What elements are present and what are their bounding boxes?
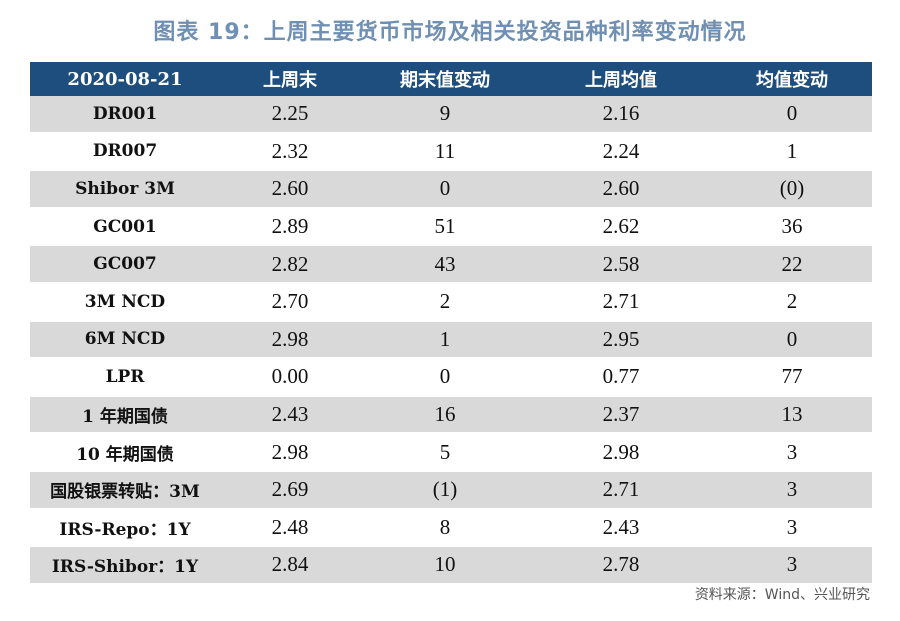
table-row: GC001 2.89 51 2.62 36 — [30, 206, 872, 246]
row-instrument: 3M NCD — [30, 281, 220, 321]
cell-average-change: 3 — [712, 469, 872, 509]
cell-average-change: 22 — [712, 244, 872, 283]
cell-average-change: 36 — [712, 206, 872, 246]
row-instrument: LPR — [30, 357, 220, 396]
cell-last-week-average: 2.98 — [530, 432, 712, 471]
cell-average-change: 2 — [712, 281, 872, 321]
table-row: 1 年期国债 2.43 16 2.37 13 — [30, 394, 872, 434]
table-row: 10 年期国债 2.98 5 2.98 3 — [30, 432, 872, 471]
table-row: 6M NCD 2.98 1 2.95 0 — [30, 319, 872, 359]
cell-last-week-end: 2.82 — [220, 244, 360, 283]
cell-last-week-average: 0.77 — [530, 357, 712, 396]
cell-end-value-change: 0 — [360, 169, 530, 208]
cell-last-week-end: 2.32 — [220, 131, 360, 171]
cell-end-value-change: 9 — [360, 96, 530, 133]
row-instrument: GC001 — [30, 206, 220, 246]
cell-last-week-end: 2.69 — [220, 469, 360, 509]
cell-last-week-average: 2.58 — [530, 244, 712, 283]
cell-last-week-average: 2.60 — [530, 169, 712, 208]
cell-end-value-change: 1 — [360, 319, 530, 359]
cell-last-week-end: 2.43 — [220, 394, 360, 434]
table-row: IRS-Repo：1Y 2.48 8 2.43 3 — [30, 507, 872, 547]
table-row: DR007 2.32 11 2.24 1 — [30, 131, 872, 171]
cell-average-change: 77 — [712, 357, 872, 396]
cell-average-change: 3 — [712, 432, 872, 471]
cell-average-change: 3 — [712, 545, 872, 583]
cell-average-change: 1 — [712, 131, 872, 171]
header-last-week-end: 上周末 — [220, 62, 360, 96]
figure-title: 图表 19：上周主要货币市场及相关投资品种利率变动情况 — [153, 20, 747, 45]
cell-last-week-end: 0.00 — [220, 357, 360, 396]
row-instrument: 6M NCD — [30, 319, 220, 359]
cell-last-week-average: 2.78 — [530, 545, 712, 583]
cell-last-week-average: 2.95 — [530, 319, 712, 359]
row-instrument: Shibor 3M — [30, 169, 220, 208]
table-row: LPR 0.00 0 0.77 77 — [30, 357, 872, 396]
cell-average-change: 3 — [712, 507, 872, 547]
cell-end-value-change: 0 — [360, 357, 530, 396]
header-last-week-average: 上周均值 — [530, 62, 712, 96]
cell-last-week-average: 2.16 — [530, 96, 712, 133]
source-note: 资料来源：Wind、兴业研究 — [694, 587, 870, 603]
cell-last-week-average: 2.62 — [530, 206, 712, 246]
cell-average-change: 13 — [712, 394, 872, 434]
cell-last-week-end: 2.84 — [220, 545, 360, 583]
row-instrument: 10 年期国债 — [30, 432, 220, 471]
cell-last-week-average: 2.43 — [530, 507, 712, 547]
cell-last-week-end: 2.48 — [220, 507, 360, 547]
table-header-row: 2020-08-21 上周末 期末值变动 上周均值 均值变动 — [30, 62, 872, 96]
row-instrument: 1 年期国债 — [30, 394, 220, 434]
table-row: IRS-Shibor：1Y 2.84 10 2.78 3 — [30, 545, 872, 583]
cell-end-value-change: 43 — [360, 244, 530, 283]
cell-average-change: (0) — [712, 169, 872, 208]
cell-end-value-change: 16 — [360, 394, 530, 434]
table-row: GC007 2.82 43 2.58 22 — [30, 244, 872, 283]
row-instrument: GC007 — [30, 244, 220, 283]
cell-last-week-average: 2.37 — [530, 394, 712, 434]
cell-last-week-average: 2.71 — [530, 281, 712, 321]
cell-end-value-change: 8 — [360, 507, 530, 547]
row-instrument: DR001 — [30, 96, 220, 133]
cell-end-value-change: 11 — [360, 131, 530, 171]
cell-last-week-end: 2.70 — [220, 281, 360, 321]
cell-last-week-end: 2.89 — [220, 206, 360, 246]
row-instrument: IRS-Shibor：1Y — [30, 545, 220, 583]
table-row: DR001 2.25 9 2.16 0 — [30, 96, 872, 133]
cell-average-change: 0 — [712, 319, 872, 359]
table-row: Shibor 3M 2.60 0 2.60 (0) — [30, 169, 872, 208]
cell-end-value-change: 5 — [360, 432, 530, 471]
table-row: 3M NCD 2.70 2 2.71 2 — [30, 281, 872, 321]
cell-last-week-end: 2.60 — [220, 169, 360, 208]
cell-end-value-change: (1) — [360, 469, 530, 509]
table-row: 国股银票转贴：3M 2.69 (1) 2.71 3 — [30, 469, 872, 509]
cell-last-week-average: 2.24 — [530, 131, 712, 171]
cell-end-value-change: 10 — [360, 545, 530, 583]
row-instrument: DR007 — [30, 131, 220, 171]
cell-last-week-end: 2.98 — [220, 319, 360, 359]
cell-last-week-end: 2.25 — [220, 96, 360, 133]
cell-last-week-end: 2.98 — [220, 432, 360, 471]
header-date: 2020-08-21 — [30, 62, 220, 96]
row-instrument: IRS-Repo：1Y — [30, 507, 220, 547]
rates-table: 2020-08-21 上周末 期末值变动 上周均值 均值变动 DR001 2.2… — [30, 62, 872, 583]
cell-average-change: 0 — [712, 96, 872, 133]
cell-last-week-average: 2.71 — [530, 469, 712, 509]
header-average-change: 均值变动 — [712, 62, 872, 96]
cell-end-value-change: 51 — [360, 206, 530, 246]
row-instrument: 国股银票转贴：3M — [30, 469, 220, 509]
cell-end-value-change: 2 — [360, 281, 530, 321]
header-end-value-change: 期末值变动 — [360, 62, 530, 96]
